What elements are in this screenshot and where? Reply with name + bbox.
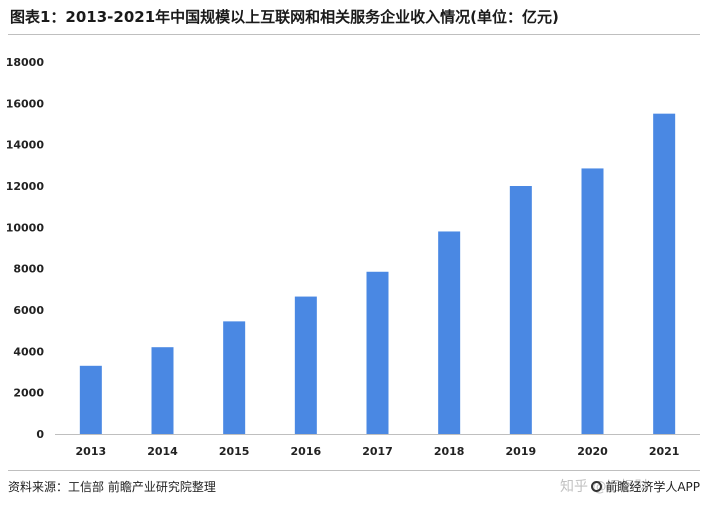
y-tick-label: 2000 [13, 387, 44, 400]
bar-2020 [581, 168, 604, 434]
y-tick-label: 16000 [6, 97, 45, 110]
y-tick-label: 14000 [6, 139, 45, 152]
x-tick-label: 2021 [649, 445, 680, 458]
y-tick-label: 6000 [13, 304, 44, 317]
y-tick-label: 4000 [13, 345, 44, 358]
x-tick-label: 2017 [362, 445, 393, 458]
brand-label: 前瞻经济学人APP [591, 478, 700, 495]
x-tick-label: 2018 [434, 445, 465, 458]
y-tick-label: 10000 [6, 221, 45, 234]
zhihu-watermark: 知乎 @旧忆财 [560, 479, 649, 495]
brand-logo-icon [591, 481, 603, 492]
footer-divider [8, 470, 700, 471]
x-tick-label: 2019 [506, 445, 537, 458]
bar-chart: 0 2000 4000 6000 8000 10000 12000 14000 16000 180… [6, 56, 700, 458]
bar-2014 [151, 347, 174, 434]
y-tick-label: 18000 [6, 56, 45, 69]
bar-2016 [294, 296, 317, 434]
bar-2019 [509, 186, 532, 434]
y-tick-label: 12000 [6, 180, 45, 193]
x-tick-label: 2014 [147, 445, 178, 458]
bar-2018 [438, 231, 461, 434]
x-tick-label: 2013 [76, 445, 107, 458]
bar-2013 [79, 365, 102, 434]
chart-title: 图表1：2013-2021年中国规模以上互联网和相关服务企业收入情况(单位：亿元… [10, 8, 559, 26]
bar-2015 [223, 321, 246, 434]
x-tick-label: 2016 [291, 445, 322, 458]
brand-text: 前瞻经济学人APP [605, 480, 700, 494]
title-divider [8, 34, 700, 35]
bar-2021 [653, 113, 676, 435]
source-note: 资料来源：工信部 前瞻产业研究院整理 [8, 480, 216, 494]
y-tick-label: 8000 [13, 263, 44, 276]
x-tick-label: 2015 [219, 445, 250, 458]
x-tick-label: 2020 [577, 445, 608, 458]
bar-2017 [366, 271, 389, 434]
y-tick-label: 0 [36, 428, 44, 441]
